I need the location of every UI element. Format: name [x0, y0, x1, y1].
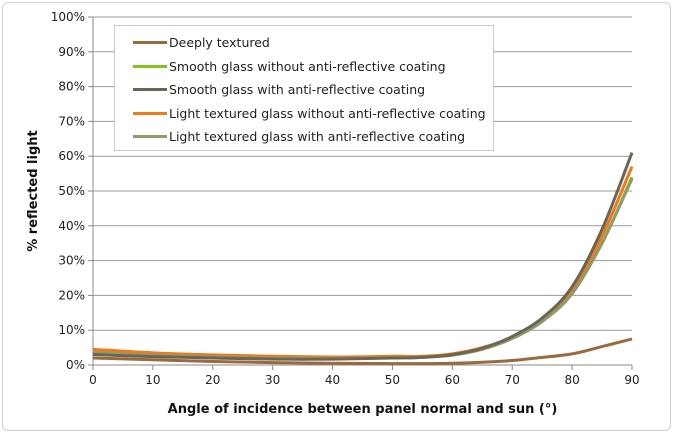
x-axis-label: Angle of incidence between panel normal … — [168, 402, 558, 417]
x-tick-label: 20 — [205, 373, 220, 387]
x-tick-label: 10 — [145, 373, 160, 387]
legend-swatch — [133, 88, 167, 92]
legend-swatch — [133, 64, 167, 68]
series-line-2 — [92, 152, 634, 361]
legend-label: Smooth glass with anti-reflective coatin… — [169, 82, 426, 98]
y-tick-label: 80% — [58, 80, 85, 94]
y-tick-label: 10% — [58, 323, 85, 337]
legend-item: Light textured glass with anti-reflectiv… — [133, 125, 493, 149]
y-axis-label: % reflected light — [26, 130, 41, 252]
y-tick-label: 60% — [58, 149, 85, 163]
x-tick-label: 60 — [445, 373, 460, 387]
x-tick-label: 50 — [385, 373, 400, 387]
y-tick-label: 30% — [58, 254, 85, 268]
y-tick-label: 40% — [58, 219, 85, 233]
y-tick-label: 0% — [66, 358, 85, 372]
x-tick-label: 40 — [325, 373, 340, 387]
legend-swatch — [133, 41, 167, 45]
y-tick-label: 100% — [51, 10, 85, 24]
x-tick-label: 70 — [505, 373, 520, 387]
x-tick-label: 30 — [265, 373, 280, 387]
legend-label: Light textured glass with anti-reflectiv… — [169, 129, 466, 145]
legend-label: Deeply textured — [169, 35, 270, 51]
x-tick-label: 80 — [564, 373, 579, 387]
y-tick-label: 20% — [58, 288, 85, 302]
series-line-3 — [92, 166, 634, 359]
legend: Deeply textured Smooth glass without anti… — [114, 25, 494, 151]
legend-swatch — [133, 111, 167, 115]
chart-frame — [2, 2, 671, 431]
legend-item: Deeply textured — [133, 31, 493, 55]
legend-label: Light textured glass without anti-reflec… — [169, 105, 486, 121]
legend-item: Light textured glass without anti-reflec… — [133, 102, 493, 126]
y-tick-label: 50% — [58, 184, 85, 198]
legend-swatch — [133, 135, 167, 139]
series-line-4 — [92, 178, 634, 360]
x-tick-label: 90 — [624, 373, 639, 387]
y-tick-label: 90% — [58, 45, 85, 59]
legend-item: Smooth glass with anti-reflective coatin… — [133, 78, 493, 102]
y-tick-label: 70% — [58, 114, 85, 128]
x-tick-label: 0 — [89, 373, 97, 387]
series-line-0 — [92, 337, 633, 366]
legend-label: Smooth glass without anti-reflective coa… — [169, 58, 446, 74]
legend-item: Smooth glass without anti-reflective coa… — [133, 55, 493, 79]
